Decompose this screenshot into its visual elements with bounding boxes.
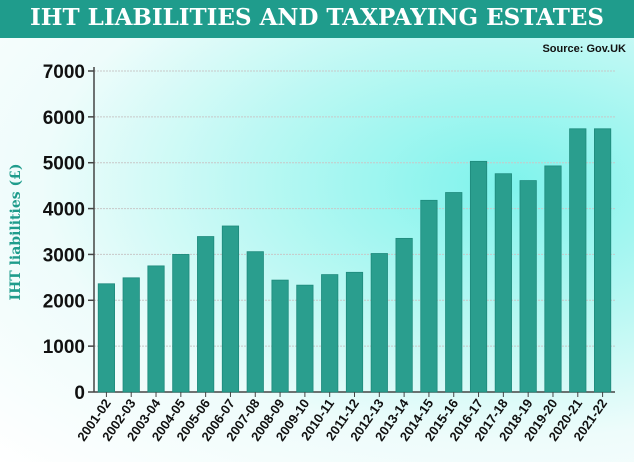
bar <box>494 173 512 393</box>
title-bar: IHT LIABILITIES AND TAXPAYING ESTATES <box>0 0 634 38</box>
y-tick-label: 6000 <box>43 108 85 129</box>
bar <box>122 277 140 393</box>
source-label: Source: Gov.UK <box>542 43 626 55</box>
bar <box>370 253 388 393</box>
y-tick-label: 0 <box>74 383 85 404</box>
bar <box>519 180 537 393</box>
bar <box>197 236 215 393</box>
y-tick-label: 2000 <box>43 291 85 312</box>
bar <box>544 165 562 393</box>
bar <box>321 274 339 393</box>
bar <box>271 279 289 393</box>
bar <box>97 283 115 393</box>
bar <box>296 284 314 393</box>
y-tick-label: 3000 <box>43 245 85 266</box>
chart-title: IHT LIABILITIES AND TAXPAYING ESTATES <box>30 4 604 31</box>
bar <box>420 199 438 393</box>
bar <box>246 251 264 393</box>
y-tick-label: 7000 <box>43 62 85 83</box>
bar <box>395 237 413 393</box>
bar <box>445 192 463 393</box>
bar <box>594 128 612 393</box>
y-tick-label: 4000 <box>43 200 85 221</box>
bar <box>172 254 190 393</box>
bar <box>345 271 364 393</box>
y-axis-label: IHT liabilities (£) <box>8 164 24 301</box>
y-tick-label: 5000 <box>43 154 85 175</box>
bar <box>569 128 587 393</box>
bar <box>221 225 240 393</box>
bar <box>147 265 165 393</box>
y-tick-label: 1000 <box>43 337 85 358</box>
bar <box>469 160 488 393</box>
